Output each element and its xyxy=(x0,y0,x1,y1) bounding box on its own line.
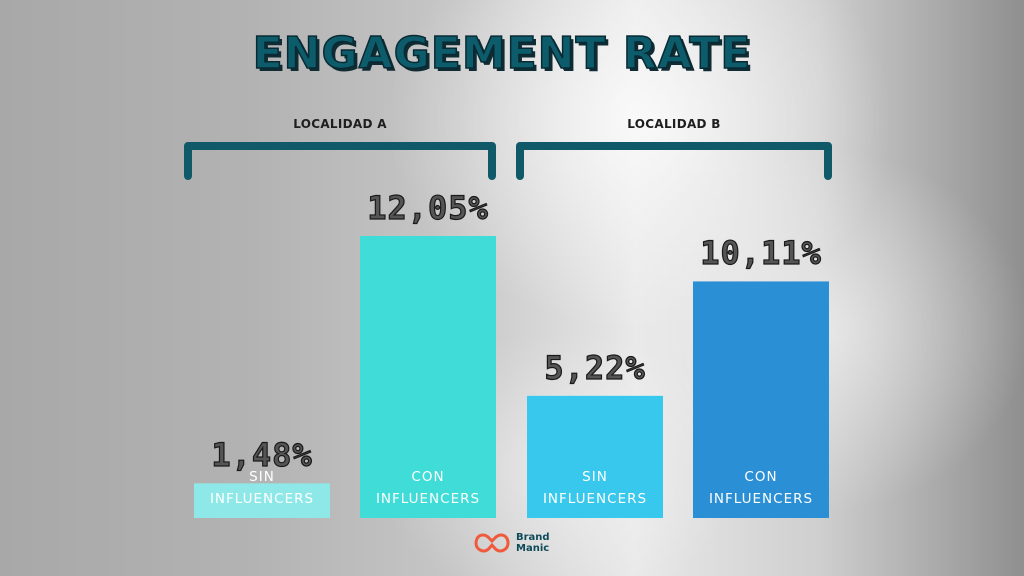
bar-2 xyxy=(360,236,496,518)
bar-category-label: CON INFLUENCERS xyxy=(360,466,496,510)
group-bracket-b xyxy=(516,142,832,180)
bar-category-label: SIN INFLUENCERS xyxy=(194,466,330,510)
bar-category-label: SIN INFLUENCERS xyxy=(527,466,663,510)
bar-category-line: SIN xyxy=(249,469,275,485)
bar-value-label: 10,11% xyxy=(700,234,822,273)
bar-category-line: SIN xyxy=(582,469,608,485)
bar-category-line: INFLUENCERS xyxy=(209,491,315,507)
logo-text-manic: Manic xyxy=(516,543,550,554)
bar-1 xyxy=(194,483,330,518)
bar-value-label: 1,48% xyxy=(211,436,313,475)
logo-text-brand: Brand xyxy=(516,532,550,543)
bar-category-line: INFLUENCERS xyxy=(542,491,648,507)
chart-title: ENGAGEMENT RATE xyxy=(252,27,752,80)
brand-manic-logo-icon xyxy=(474,533,510,553)
bar-value-label: 12,05% xyxy=(367,188,489,228)
brand-logo: Brand Manic xyxy=(474,532,550,554)
group-bracket-a xyxy=(184,142,496,180)
bar-category-line: CON xyxy=(411,469,445,485)
group-label-b: LOCALIDAD B xyxy=(627,117,721,131)
bar-category-line: INFLUENCERS xyxy=(375,491,481,507)
bar-category-line: INFLUENCERS xyxy=(708,491,814,507)
bar-value-label: 5,22% xyxy=(544,348,646,387)
bar-category-label: CON INFLUENCERS xyxy=(693,466,829,510)
bar-category-line: CON xyxy=(744,469,778,485)
group-label-a: LOCALIDAD A xyxy=(293,117,387,131)
bar-4 xyxy=(693,281,829,518)
bar-3 xyxy=(527,395,663,518)
